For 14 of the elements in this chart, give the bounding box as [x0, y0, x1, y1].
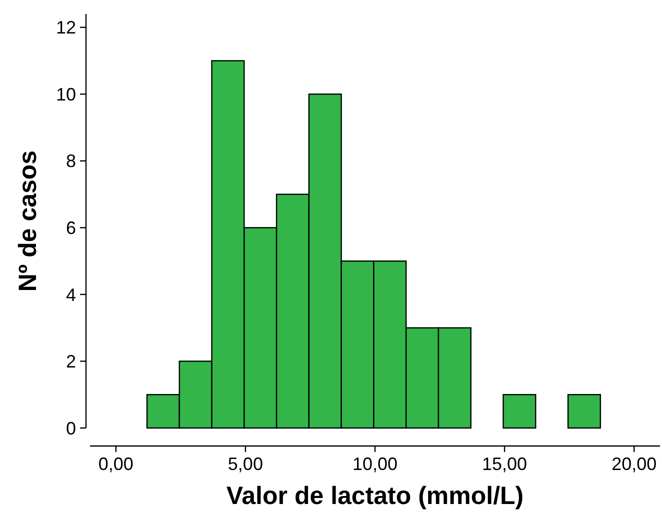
y-tick-label: 12 [56, 18, 76, 38]
y-tick-label: 8 [66, 151, 76, 172]
x-axis-title: Valor de lactato (mmol/L) [226, 482, 524, 510]
x-tick-label: 15,00 [482, 454, 528, 474]
x-tick-label: 0,00 [98, 454, 134, 474]
y-tick-label: 4 [66, 284, 76, 305]
y-axis-title: Nº de casos [14, 150, 42, 292]
x-tick-label: 5,00 [228, 454, 263, 474]
y-tick-label: 2 [66, 352, 76, 372]
x-tick-label: 10,00 [352, 454, 398, 474]
y-tick-label: 6 [66, 218, 76, 238]
x-tick-label: 20,00 [612, 454, 657, 474]
y-tick-label: 10 [56, 84, 76, 104]
y-tick-label: 0 [66, 418, 76, 438]
